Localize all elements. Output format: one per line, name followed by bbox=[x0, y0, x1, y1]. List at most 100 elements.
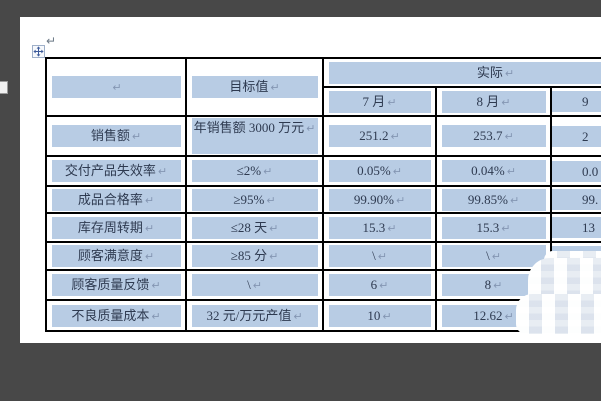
paragraph-mark: ↵ bbox=[144, 250, 155, 263]
cell-row6-jul[interactable]: 10 ↵ bbox=[324, 301, 435, 330]
cell-row1-aug[interactable]: 0.04% ↵ bbox=[437, 157, 550, 185]
paragraph-mark: ↵ bbox=[266, 193, 276, 207]
cell-row3-aug[interactable]: 15.3 ↵ bbox=[437, 214, 550, 241]
cell-row4-target[interactable]: ≥85 分 ↵ bbox=[187, 243, 322, 269]
cell-row0-sep[interactable]: 2 bbox=[552, 117, 601, 155]
cell-row2-target[interactable]: ≥95% ↵ bbox=[187, 187, 322, 212]
paragraph-mark: ↵ bbox=[504, 309, 514, 323]
cell-shading: \ ↵ bbox=[191, 274, 318, 296]
cell-shading: 0.05% ↵ bbox=[328, 160, 431, 182]
cell-shading: 0.0 bbox=[552, 160, 601, 182]
cell-shading: ≤28 天 ↵ bbox=[191, 216, 318, 239]
cell-row2-aug[interactable]: 99.85% ↵ bbox=[437, 187, 550, 212]
cell-row6-target[interactable]: 32 元/万元产值 ↵ bbox=[187, 301, 322, 330]
paragraph-mark: ↵ bbox=[269, 250, 279, 263]
paragraph-mark: ↵ bbox=[269, 221, 279, 235]
cell-row5-target[interactable]: \ ↵ bbox=[187, 271, 322, 299]
paragraph-mark: ↵ bbox=[151, 309, 161, 323]
cell-target-header[interactable]: 目标值 ↵ bbox=[187, 59, 322, 115]
paragraph-mark: ↵ bbox=[395, 193, 406, 207]
cell-shading: \ ↵ bbox=[328, 245, 431, 267]
cell-row1-label[interactable]: 交付产品失效率 ↵ bbox=[47, 157, 185, 185]
cell-row1-jul[interactable]: 0.05% ↵ bbox=[324, 157, 435, 185]
cell-shading: 0.04% ↵ bbox=[441, 160, 546, 182]
cell-shading: 不良质量成本 ↵ bbox=[51, 304, 181, 327]
cell-row0-jul[interactable]: 251.2 ↵ bbox=[324, 117, 435, 155]
cell-row4-jul[interactable]: \ ↵ bbox=[324, 243, 435, 269]
cell-row1-sep[interactable]: 0.0 bbox=[552, 157, 601, 185]
paragraph-mark: ↵ bbox=[270, 81, 280, 94]
cell-row6-label[interactable]: 不良质量成本 ↵ bbox=[47, 301, 185, 330]
cell-shading: 顾客质量反馈 ↵ bbox=[51, 274, 181, 296]
cell-shading: 13 bbox=[552, 217, 601, 238]
table-move-handle-icon[interactable] bbox=[32, 45, 45, 58]
cell-row3-jul[interactable]: 15.3 ↵ bbox=[324, 214, 435, 241]
cell-month-jul[interactable]: 7 月 ↵ bbox=[324, 88, 435, 115]
paragraph-mark: ↵ bbox=[252, 279, 262, 292]
cell-corner[interactable]: ↵ bbox=[47, 59, 185, 115]
cell-row2-jul[interactable]: 99.90% ↵ bbox=[324, 187, 435, 212]
cell-shading: 顾客满意度 ↵ bbox=[51, 245, 181, 267]
cell-shading: 实际 ↵ bbox=[328, 61, 601, 84]
cell-shading: 15.3 ↵ bbox=[328, 216, 431, 239]
cell-row1-target[interactable]: ≤2% ↵ bbox=[187, 157, 322, 185]
cell-row0-target[interactable]: 年销售额 3000 万元 ↵ bbox=[187, 117, 322, 155]
cell-row3-sep[interactable]: 13 bbox=[552, 214, 601, 241]
window-edge-artifact bbox=[0, 81, 8, 94]
cell-actual-header[interactable]: 实际 ↵ bbox=[324, 59, 601, 86]
cell-row2-label[interactable]: 成品合格率 ↵ bbox=[47, 187, 185, 212]
cell-row4-label[interactable]: 顾客满意度 ↵ bbox=[47, 243, 185, 269]
cell-shading: 2 bbox=[552, 125, 601, 147]
paragraph-mark: ↵ bbox=[506, 165, 516, 178]
cell-shading: 交付产品失效率 ↵ bbox=[51, 160, 181, 182]
paragraph-mark: ↵ bbox=[144, 221, 155, 235]
cell-shading: 8 ↵ bbox=[441, 274, 546, 296]
cell-shading: 销售额 ↵ bbox=[51, 125, 181, 147]
cell-row5-label[interactable]: 顾客质量反馈 ↵ bbox=[47, 271, 185, 299]
cell-shading: 7 月 ↵ bbox=[328, 90, 431, 113]
paragraph-mark: ↵ bbox=[306, 122, 316, 135]
paragraph-mark: ↵ bbox=[293, 309, 303, 323]
cell-shading: 年销售额 3000 万元 ↵ bbox=[191, 118, 318, 154]
cell-shading: 253.7 ↵ bbox=[441, 125, 546, 147]
cell-shading: ≥95% ↵ bbox=[191, 188, 318, 211]
cell-shading: 成品合格率 ↵ bbox=[51, 188, 181, 211]
paragraph-mark: ↵ bbox=[387, 95, 397, 109]
paragraph-mark: ↵ bbox=[46, 34, 57, 48]
cell-shading: ↵ bbox=[51, 76, 181, 98]
paragraph-mark: ↵ bbox=[504, 130, 514, 143]
cell-shading: 目标值 ↵ bbox=[191, 76, 318, 98]
cell-shading: 库存周转期 ↵ bbox=[51, 216, 181, 239]
cell-shading: 8 月 ↵ bbox=[441, 90, 546, 113]
pixelated-redaction bbox=[516, 294, 601, 334]
cell-shading: 9 bbox=[552, 91, 601, 112]
cell-shading: 99.90% ↵ bbox=[328, 188, 431, 211]
metrics-table: ↵ 目标值 ↵ 实际 ↵ 7 月 ↵ 8 月 ↵ 9 销售额 ↵ 年销售额 3000 bbox=[45, 57, 601, 332]
document-page: ↵ ↵ 目标值 ↵ 实际 ↵ bbox=[20, 17, 601, 343]
paragraph-mark: ↵ bbox=[491, 250, 501, 263]
paragraph-mark: ↵ bbox=[377, 250, 387, 263]
paragraph-mark: ↵ bbox=[504, 66, 515, 80]
paragraph-mark: ↵ bbox=[392, 165, 402, 178]
cell-row2-sep[interactable]: 99. bbox=[552, 187, 601, 212]
cell-row5-jul[interactable]: 6 ↵ bbox=[324, 271, 435, 299]
paragraph-mark: ↵ bbox=[131, 130, 142, 143]
cell-row3-target[interactable]: ≤28 天 ↵ bbox=[187, 214, 322, 241]
cell-row0-label[interactable]: 销售额 ↵ bbox=[47, 117, 185, 155]
paragraph-mark: ↵ bbox=[387, 221, 397, 235]
cell-month-sep[interactable]: 9 bbox=[552, 88, 601, 115]
move-arrows-icon bbox=[33, 46, 44, 57]
cell-row4-aug[interactable]: \ ↵ bbox=[437, 243, 550, 269]
paragraph-mark: ↵ bbox=[390, 130, 400, 143]
cell-shading: 99.85% ↵ bbox=[441, 188, 546, 211]
cell-shading: 10 ↵ bbox=[328, 304, 431, 327]
paragraph-mark: ↵ bbox=[263, 165, 273, 178]
cell-month-aug[interactable]: 8 月 ↵ bbox=[437, 88, 550, 115]
cell-row3-label[interactable]: 库存周转期 ↵ bbox=[47, 214, 185, 241]
cell-row0-aug[interactable]: 253.7 ↵ bbox=[437, 117, 550, 155]
paragraph-mark: ↵ bbox=[509, 193, 520, 207]
cell-shading: 99. bbox=[552, 189, 601, 210]
cell-shading: 32 元/万元产值 ↵ bbox=[191, 304, 318, 327]
cell-shading: 15.3 ↵ bbox=[441, 216, 546, 239]
